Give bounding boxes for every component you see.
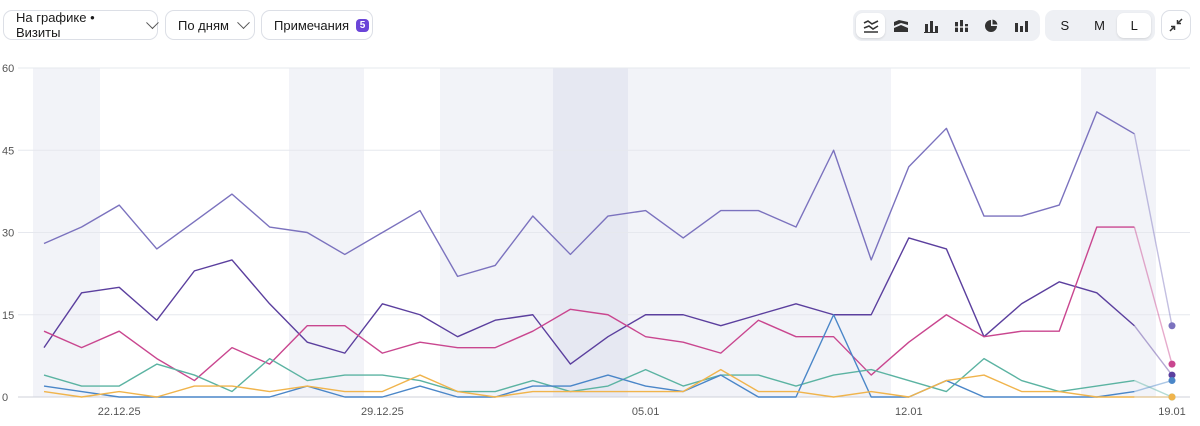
y-tick-label: 0 (2, 392, 8, 404)
chevron-down-icon (237, 15, 250, 29)
series-line-forecast-segment (1133, 133, 1173, 326)
series-line (43, 368, 1135, 398)
series-end-points (1168, 322, 1176, 401)
y-tick-label: 30 (2, 228, 14, 240)
period-dropdown[interactable]: По дням (165, 10, 255, 40)
pie-icon (985, 19, 998, 32)
collapse-icon (1169, 18, 1183, 32)
y-tick-label: 60 (2, 63, 14, 75)
x-tick-label: 22.12.25 (98, 406, 141, 418)
y-axis-labels: 0 15 30 45 60 (2, 63, 14, 404)
chart-size-switcher: S M L (1045, 10, 1155, 41)
metric-dropdown-label: На графике • Визиты (16, 10, 95, 40)
x-tick-label: 05.01 (632, 406, 660, 418)
series-end-point (1168, 371, 1176, 379)
series-line (43, 314, 1135, 398)
y-tick-label: 15 (2, 310, 14, 322)
series-line-forecast-segment (1134, 379, 1173, 393)
x-tick-label: 19.01 (1158, 406, 1186, 418)
chart-toolbar: На графике • Визиты По дням Примечания 5… (0, 0, 1200, 50)
series-line-forecast-segment (1133, 325, 1173, 376)
metric-dropdown[interactable]: На графике • Визиты (3, 10, 159, 40)
period-dropdown-label: По дням (178, 17, 229, 33)
chart-type-lines-button[interactable] (856, 13, 886, 38)
notes-count-badge: 5 (356, 18, 370, 32)
series-line (43, 226, 1135, 382)
series-line (43, 357, 1135, 393)
size-s-button[interactable]: S (1060, 18, 1070, 33)
chart-type-pie-button[interactable] (977, 13, 1006, 38)
series-end-point (1168, 377, 1176, 385)
size-l-button[interactable]: L (1117, 13, 1152, 38)
series-line-forecast-segment (1133, 226, 1173, 365)
bar-icon (923, 20, 938, 33)
series-line (43, 111, 1135, 278)
column-icon (1015, 20, 1029, 32)
series-line (43, 237, 1135, 365)
lines-icon (863, 19, 878, 33)
chevron-down-icon (146, 15, 159, 29)
notes-button[interactable]: Примечания 5 (261, 10, 373, 40)
series-line-forecast-segment (1134, 379, 1173, 398)
chart-type-bar-button[interactable] (916, 13, 945, 38)
x-axis-labels: 22.12.25 29.12.25 05.01 12.01 19.01 (98, 406, 1186, 418)
series-end-point (1168, 360, 1176, 368)
notes-button-label: Примечания (274, 17, 350, 33)
chart-type-column-button[interactable] (1007, 13, 1036, 38)
line-chart: 0 15 30 45 60 22.12.25 29.12.25 05.01 12.01 19.0… (2, 63, 1190, 418)
series-lines (43, 111, 1173, 398)
stacked-area-icon (893, 19, 908, 32)
size-m-button[interactable]: M (1094, 18, 1105, 33)
series-end-point (1168, 393, 1176, 401)
x-tick-label: 29.12.25 (361, 406, 404, 418)
chart-type-stacked-bar-button[interactable] (947, 13, 976, 38)
series-end-point (1168, 322, 1176, 330)
stacked-bar-icon (955, 19, 969, 32)
y-tick-label: 45 (2, 145, 14, 157)
chart-type-stacked-area-button[interactable] (886, 13, 915, 38)
chart-type-switcher (853, 10, 1040, 41)
x-tick-label: 12.01 (895, 406, 923, 418)
collapse-button[interactable] (1161, 10, 1191, 40)
